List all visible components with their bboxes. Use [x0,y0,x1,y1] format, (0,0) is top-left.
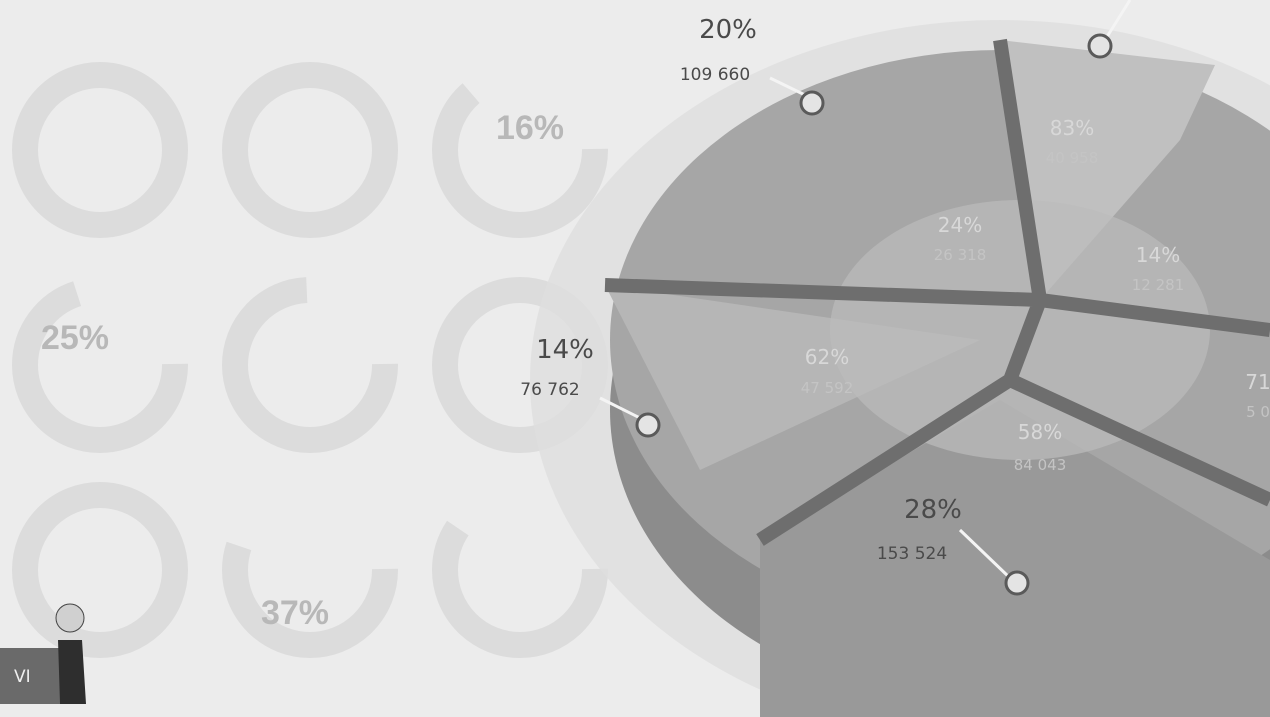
inner-percent: 71 [1245,370,1270,394]
leader [599,396,641,420]
inner-value: 12 281 [1132,276,1185,294]
inner-value: 47 592 [801,379,854,397]
donut-label: 16% [496,109,564,147]
corner-label: VI [14,667,31,687]
callout-value: 109 660 [680,65,750,85]
pie-inner [830,200,1210,460]
donut-label: 25% [41,319,109,357]
inner-value: 40 958 [1046,149,1099,167]
callout-value: 76 762 [520,380,579,400]
callout-marker [799,90,825,116]
inner-percent: 14% [1136,243,1180,267]
leader [769,76,806,97]
callout-marker [1004,570,1030,596]
donut-grid: 16% 25% 37% [12,62,608,658]
inner-value: 84 043 [1014,456,1067,474]
pie-wedge [760,400,1270,717]
callouts: 20% 109 660 14% 76 762 28% 153 524 [520,0,1132,596]
donut [12,62,188,238]
callout-percent: 28% [904,495,962,525]
donut [222,62,398,238]
donut [222,277,398,453]
corner-badge: VI [0,603,86,704]
figure-body [58,640,86,704]
callout-marker [1087,33,1113,59]
callout-value: 153 524 [877,544,947,564]
inner-labels: 83% 40 958 24% 26 318 14% 12 281 62% 47 … [801,116,1270,474]
inner-value: 5 0 [1246,403,1270,421]
leader [1103,0,1132,41]
callout-marker [635,412,661,438]
donut [432,62,608,238]
figure-head [55,603,85,633]
inner-percent: 58% [1018,420,1062,444]
inner-value: 26 318 [934,246,987,264]
leader [958,528,1012,580]
donut-label: 37% [261,594,329,632]
pie-3d [530,20,1270,717]
inner-percent: 83% [1050,116,1094,140]
donut [222,482,398,658]
inner-percent: 24% [938,213,982,237]
inner-percent: 62% [805,345,849,369]
wedge-gap [604,38,1270,546]
donut [432,482,608,658]
donut [12,482,188,658]
donut [12,277,188,453]
callout-percent: 20% [699,15,757,45]
callout-percent: 14% [536,335,594,365]
